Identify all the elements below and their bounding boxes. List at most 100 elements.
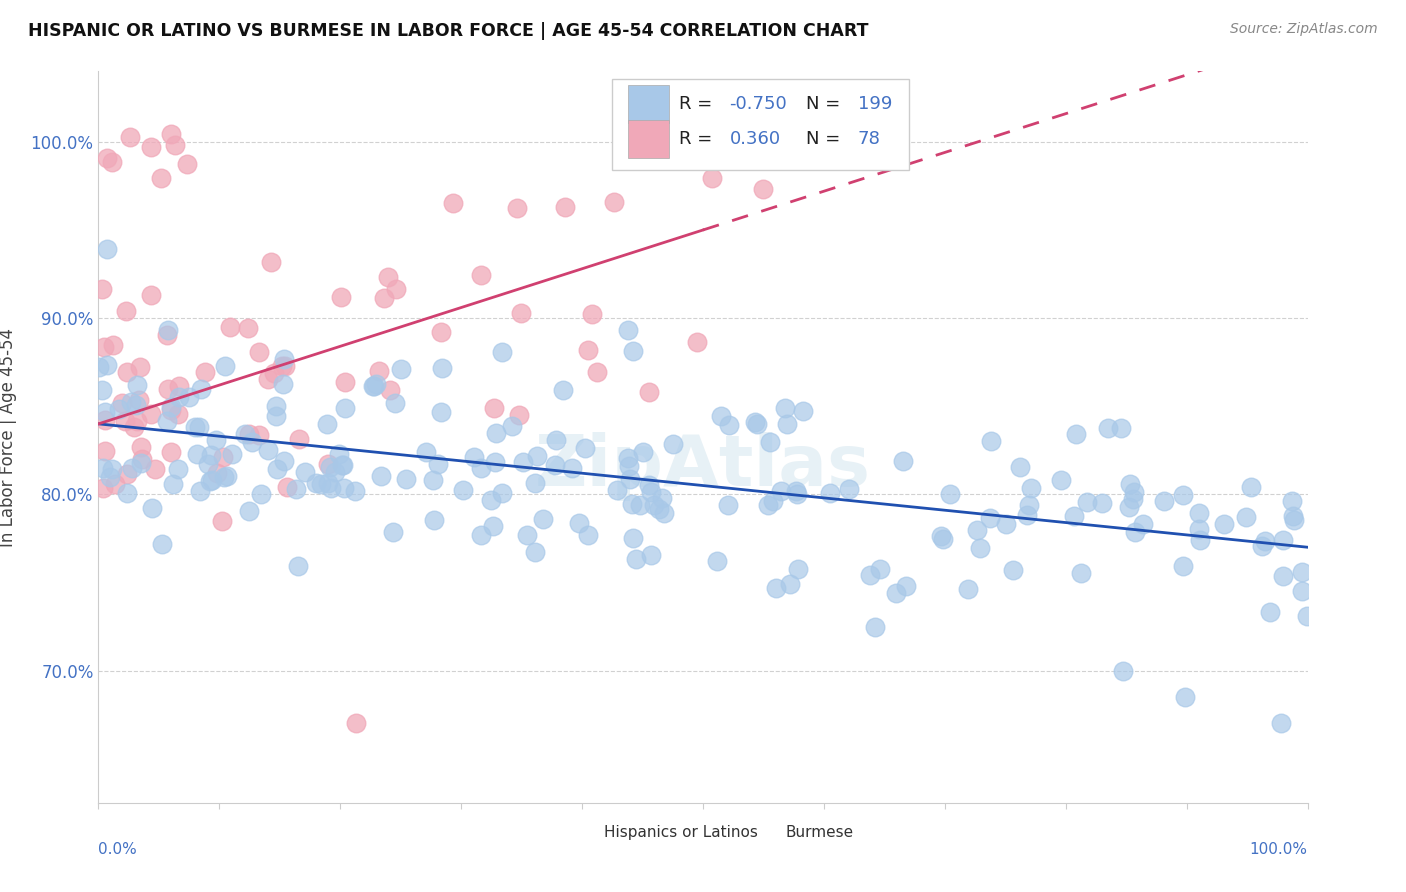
Text: -0.750: -0.750	[730, 95, 787, 113]
Point	[1112, 664, 1135, 678]
Point	[364, 376, 387, 391]
Point	[1272, 533, 1295, 547]
Point	[1122, 491, 1144, 506]
Point	[470, 268, 492, 282]
Point	[1188, 522, 1211, 536]
Text: 0.360: 0.360	[730, 130, 780, 148]
Point	[264, 409, 287, 424]
Point	[321, 481, 343, 495]
Point	[482, 518, 505, 533]
Point	[1281, 494, 1303, 508]
Point	[287, 558, 309, 573]
Point	[240, 434, 263, 449]
Text: N =: N =	[806, 130, 846, 148]
Point	[640, 484, 662, 499]
Point	[169, 391, 191, 405]
Point	[93, 340, 115, 354]
Point	[128, 393, 150, 408]
Point	[1212, 516, 1234, 531]
Point	[288, 432, 311, 446]
Point	[207, 466, 229, 480]
Point	[765, 581, 787, 595]
Point	[1091, 495, 1114, 509]
Point	[752, 182, 775, 196]
Point	[378, 383, 401, 397]
Point	[531, 511, 554, 525]
Point	[323, 465, 346, 479]
Point	[273, 376, 295, 391]
Point	[190, 382, 212, 396]
Point	[422, 473, 444, 487]
FancyBboxPatch shape	[628, 86, 669, 123]
Point	[263, 366, 285, 380]
Point	[1270, 716, 1292, 731]
Point	[177, 390, 200, 404]
Point	[93, 444, 115, 458]
Point	[163, 138, 186, 153]
Point	[333, 481, 356, 495]
Point	[395, 472, 418, 486]
Point	[1097, 421, 1119, 435]
Point	[330, 458, 353, 472]
Point	[373, 291, 395, 305]
Point	[544, 458, 567, 472]
Point	[217, 468, 239, 483]
Point	[553, 383, 575, 397]
Point	[415, 444, 437, 458]
Point	[1109, 421, 1132, 435]
Point	[219, 319, 242, 334]
Point	[114, 415, 136, 429]
Point	[309, 477, 332, 491]
Point	[932, 533, 955, 547]
Point	[637, 385, 659, 400]
Point	[114, 304, 136, 318]
Point	[1258, 605, 1281, 619]
Point	[273, 453, 295, 467]
Point	[1132, 517, 1154, 532]
Point	[758, 499, 780, 513]
Point	[710, 409, 733, 423]
Point	[1281, 509, 1303, 524]
Point	[1118, 500, 1140, 514]
Point	[188, 483, 211, 498]
Point	[423, 513, 446, 527]
Point	[167, 407, 190, 421]
Point	[704, 126, 727, 140]
Text: HISPANIC OR LATINO VS BURMESE IN LABOR FORCE | AGE 45-54 CORRELATION CHART: HISPANIC OR LATINO VS BURMESE IN LABOR F…	[28, 22, 869, 40]
Point	[238, 504, 260, 518]
Point	[776, 417, 799, 432]
Point	[576, 343, 599, 358]
Point	[759, 434, 782, 449]
Text: 0.0%: 0.0%	[98, 842, 138, 856]
Point	[621, 126, 644, 140]
Point	[526, 449, 548, 463]
Point	[869, 562, 891, 576]
Point	[621, 497, 644, 511]
Point	[156, 414, 179, 428]
Point	[156, 327, 179, 342]
Point	[427, 457, 450, 471]
Point	[176, 157, 198, 171]
Point	[859, 567, 882, 582]
Point	[150, 537, 173, 551]
Point	[156, 382, 179, 396]
Point	[284, 483, 307, 497]
Text: Burmese: Burmese	[785, 825, 853, 840]
Point	[1070, 566, 1092, 581]
Point	[1236, 510, 1258, 524]
Point	[264, 399, 287, 413]
Point	[328, 447, 350, 461]
Point	[257, 442, 280, 457]
Point	[966, 523, 988, 537]
Text: Source: ZipAtlas.com: Source: ZipAtlas.com	[1230, 22, 1378, 37]
Point	[115, 485, 138, 500]
Point	[524, 545, 547, 559]
Point	[149, 170, 172, 185]
Point	[159, 445, 181, 459]
Text: 199: 199	[858, 95, 893, 113]
Point	[315, 417, 337, 431]
Point	[129, 359, 152, 374]
Point	[491, 486, 513, 500]
Point	[969, 541, 991, 555]
Point	[838, 482, 860, 496]
